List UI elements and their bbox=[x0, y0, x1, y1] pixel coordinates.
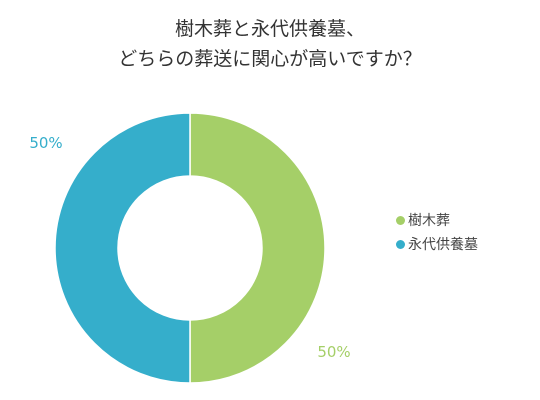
chart-legend: 樹木葬 永代供養墓 bbox=[396, 208, 478, 256]
legend-label-eitai-kuyobo: 永代供養墓 bbox=[408, 237, 478, 253]
donut-slice-jumokuso[interactable] bbox=[189, 112, 326, 384]
donut-slice-eitai-kuyobo[interactable] bbox=[54, 112, 191, 384]
slice-label-eitai-kuyobo: 50% bbox=[29, 134, 62, 152]
legend-marker-eitai-kuyobo bbox=[396, 239, 405, 249]
legend-marker-jumokuso bbox=[396, 215, 405, 225]
legend-item-eitai-kuyobo[interactable]: 永代供養墓 bbox=[396, 232, 478, 256]
legend-label-jumokuso: 樹木葬 bbox=[408, 213, 450, 229]
donut-slices bbox=[54, 112, 326, 384]
chart-title-line-1: 樹木葬と永代供養墓、 bbox=[174, 18, 365, 40]
chart-title: 樹木葬と永代供養墓、 どちらの葬送に関心が高いですか？ bbox=[0, 14, 540, 74]
slice-label-jumokuso: 50% bbox=[317, 343, 350, 361]
slice-labels: 50% 50% bbox=[29, 134, 350, 361]
chart-title-line-2: どちらの葬送に関心が高いですか？ bbox=[118, 48, 422, 70]
legend-item-jumokuso[interactable]: 樹木葬 bbox=[396, 208, 478, 232]
